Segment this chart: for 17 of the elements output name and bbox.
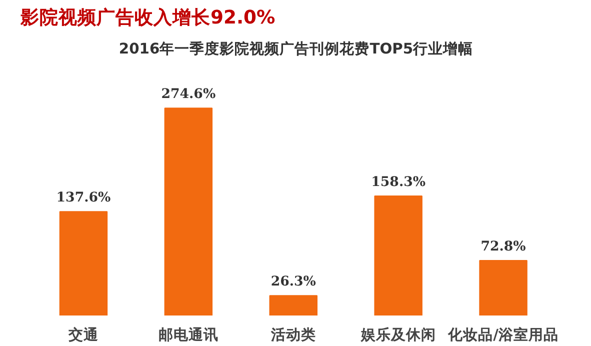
x-tick-label: 邮电通讯	[158, 326, 218, 344]
data-label: 158.3%	[371, 174, 426, 190]
chart-subtitle: 2016年一季度影院视频广告刊例花费TOP5行业增幅	[118, 40, 474, 58]
bar	[164, 108, 213, 316]
x-tick-label: 化妆品/浴室用品	[447, 326, 558, 344]
bar	[374, 195, 422, 316]
data-label: 274.6%	[161, 86, 216, 102]
x-tick-label: 活动类	[270, 326, 316, 344]
x-tick-label: 娱乐及休闲	[360, 326, 436, 344]
data-label: 26.3%	[270, 274, 316, 290]
bar	[269, 295, 318, 316]
chart-title: 影院视频广告收入增长92.0%	[20, 6, 276, 28]
x-tick-label: 交通	[67, 326, 100, 344]
data-label: 72.8%	[480, 238, 526, 255]
data-label: 137.6%	[56, 190, 112, 206]
bar	[59, 211, 108, 316]
bar	[479, 260, 528, 316]
